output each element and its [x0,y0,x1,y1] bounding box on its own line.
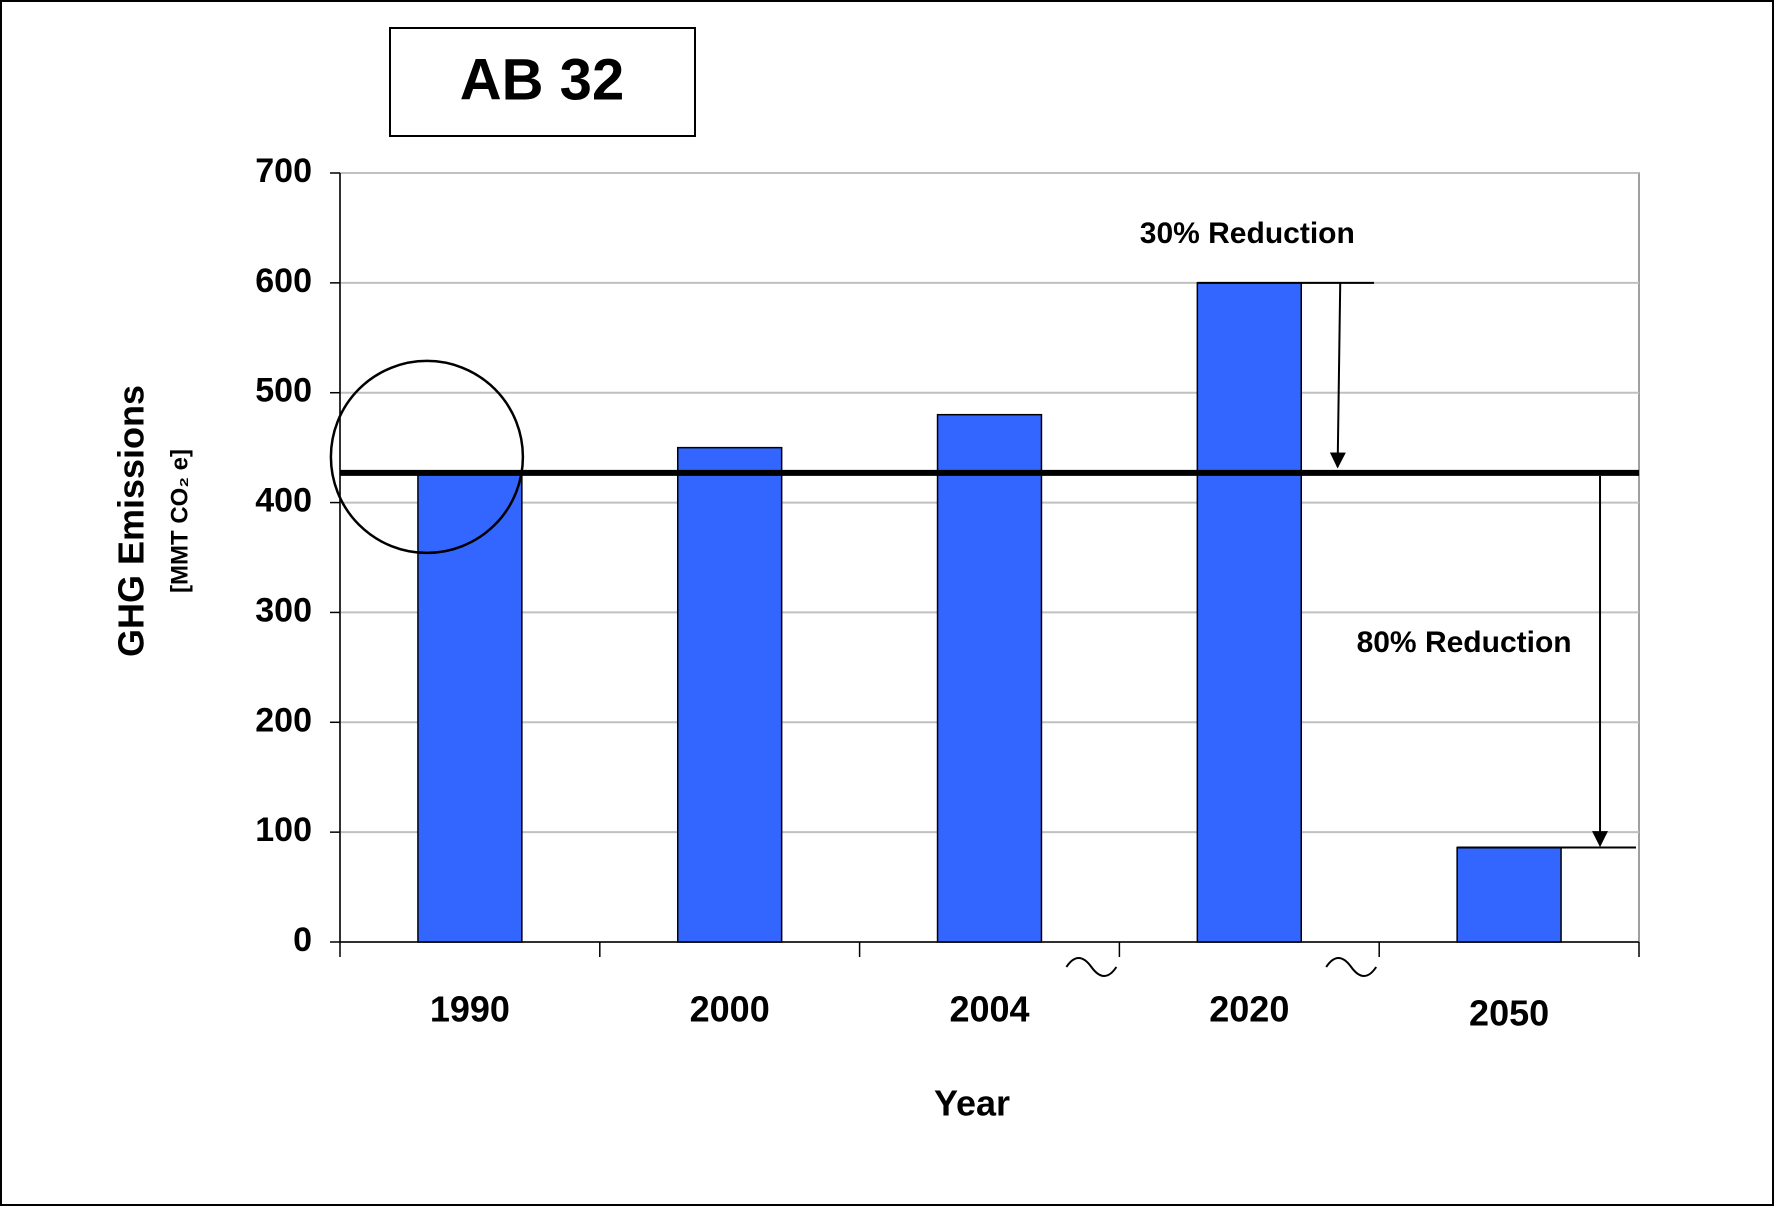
axis-break [1065,957,1118,977]
arrow [1329,282,1346,469]
x-tick-label: 2050 [1469,993,1549,1034]
annotation: 80% Reduction [1357,626,1572,659]
y-axis-label: GHG Emissions [111,385,152,657]
y-tick-label: 100 [255,811,312,849]
y-axis-sublabel: [MMT CO₂ e] [166,449,193,593]
x-tick-label: 2020 [1209,989,1289,1030]
bar [676,446,783,943]
annotation: 30% Reduction [1140,217,1355,250]
y-tick-label: 0 [293,921,312,959]
y-tick-label: 700 [255,152,312,190]
y-tick-label: 400 [255,482,312,520]
title-box [389,27,696,137]
y-tick-label: 300 [255,591,312,629]
chart-title: AB 32 [460,47,624,112]
x-tick-label: 2004 [949,989,1029,1030]
y-tick-label: 500 [255,372,312,410]
x-axis-label: Year [934,1083,1010,1124]
bar [1456,846,1562,943]
y-tick-label: 200 [255,701,312,739]
y-tick-label: 600 [255,262,312,300]
x-tick-label: 2000 [690,989,770,1030]
axis-break [1325,957,1378,977]
bar [1196,282,1303,943]
x-tick-label: 1990 [430,989,510,1030]
highlight-circle [329,359,525,555]
bar [936,413,1043,943]
